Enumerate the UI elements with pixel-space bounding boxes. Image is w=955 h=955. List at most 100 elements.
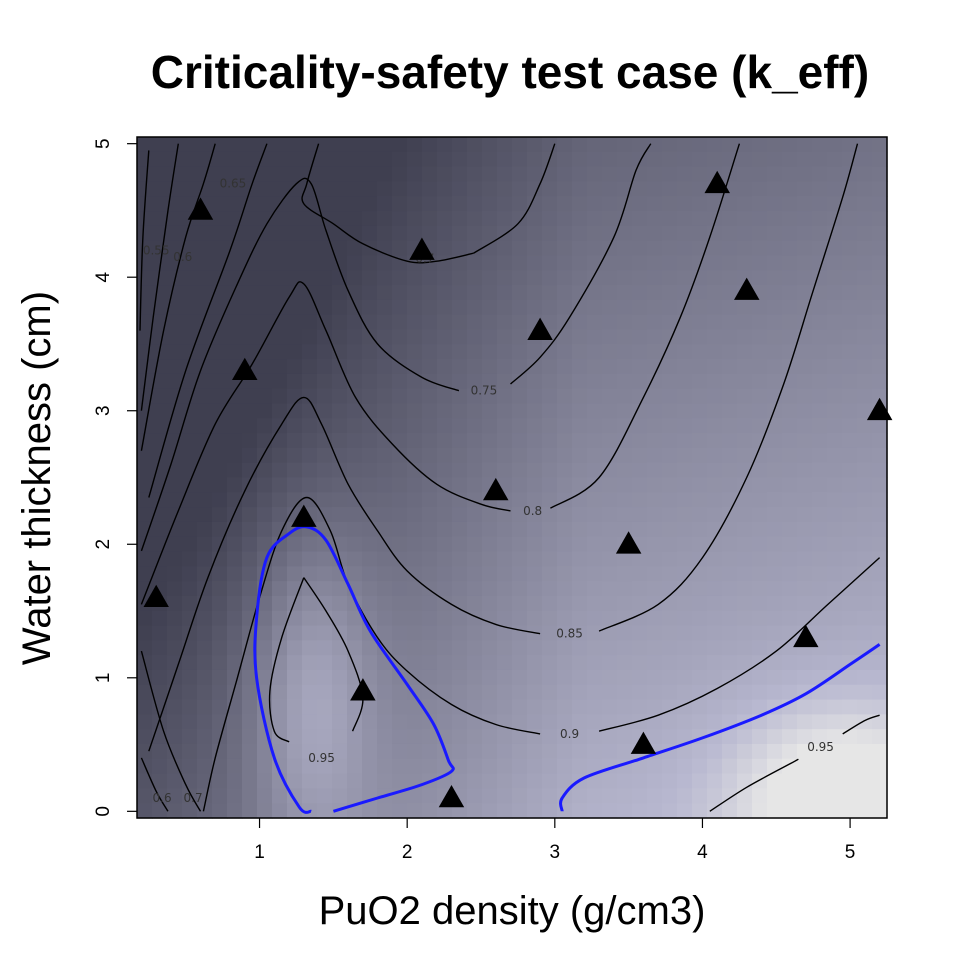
heatmap-cell xyxy=(467,551,483,567)
heatmap-cell xyxy=(677,684,693,701)
heatmap-cell xyxy=(452,225,468,242)
heatmap-cell xyxy=(857,166,873,183)
heatmap-cell xyxy=(812,595,828,612)
heatmap-cell xyxy=(392,151,408,168)
heatmap-cell xyxy=(182,551,198,567)
heatmap-cell xyxy=(752,625,768,641)
heatmap-cell xyxy=(182,403,198,419)
x-tick-label: 2 xyxy=(402,842,413,863)
heatmap-cell xyxy=(422,625,438,641)
heatmap-cell xyxy=(287,640,303,656)
heatmap-cell xyxy=(272,492,288,508)
heatmap-cell xyxy=(767,151,783,168)
heatmap-cell xyxy=(167,329,183,345)
heatmap-cell xyxy=(722,270,738,286)
y-axis-label: Water thickness (cm) xyxy=(15,291,59,665)
heatmap-cell xyxy=(422,196,438,212)
heatmap-cell xyxy=(737,773,753,789)
heatmap-cell xyxy=(182,625,198,641)
heatmap-cell xyxy=(692,743,708,760)
heatmap-cell xyxy=(827,699,843,715)
heatmap-cell xyxy=(452,270,468,286)
heatmap-cell xyxy=(482,240,498,257)
heatmap-cell xyxy=(272,788,288,804)
heatmap-cell xyxy=(737,655,753,671)
heatmap-cell xyxy=(572,240,588,257)
heatmap-cell xyxy=(647,581,663,597)
heatmap-cell xyxy=(482,433,498,449)
heatmap-cell xyxy=(872,773,888,789)
heatmap-cell xyxy=(602,773,618,789)
heatmap-cell xyxy=(482,255,498,271)
heatmap-cell xyxy=(752,255,768,271)
heatmap-cell xyxy=(287,166,303,183)
heatmap-cell xyxy=(377,551,393,567)
heatmap-cell xyxy=(242,447,258,464)
heatmap-cell xyxy=(332,699,348,715)
heatmap-cell xyxy=(392,373,408,390)
heatmap-cell xyxy=(482,211,498,227)
heatmap-cell xyxy=(677,373,693,390)
heatmap-cell xyxy=(782,388,798,405)
heatmap-cell xyxy=(527,196,543,212)
heatmap-cell xyxy=(227,714,243,730)
heatmap-cell xyxy=(377,225,393,242)
heatmap-cell xyxy=(182,595,198,612)
heatmap-cell xyxy=(377,137,393,153)
heatmap-cell xyxy=(857,581,873,597)
heatmap-cell xyxy=(707,225,723,242)
heatmap-cell xyxy=(317,196,333,212)
heatmap-cell xyxy=(167,137,183,153)
heatmap-cell xyxy=(707,137,723,153)
y-tick-label: 1 xyxy=(93,673,114,684)
heatmap-cell xyxy=(422,344,438,360)
heatmap-cell xyxy=(332,240,348,257)
heatmap-cell xyxy=(257,669,273,686)
heatmap-cell xyxy=(767,166,783,183)
heatmap-cell xyxy=(167,743,183,760)
heatmap-cell xyxy=(857,359,873,375)
heatmap-cell xyxy=(812,758,828,775)
heatmap-cell xyxy=(632,329,648,345)
heatmap-cell xyxy=(752,536,768,553)
heatmap-cell xyxy=(707,359,723,375)
heatmap-cell xyxy=(257,625,273,641)
heatmap-cell xyxy=(782,714,798,730)
contour-label: 0.7 xyxy=(184,791,203,805)
heatmap-cell xyxy=(587,507,603,523)
heatmap-cell xyxy=(152,803,168,819)
heatmap-cell xyxy=(662,151,678,168)
heatmap-cell xyxy=(647,669,663,686)
heatmap-cell xyxy=(782,196,798,212)
heatmap-cell xyxy=(857,299,873,316)
heatmap-cell xyxy=(677,788,693,804)
heatmap-cell xyxy=(272,447,288,464)
heatmap-cell xyxy=(812,403,828,419)
heatmap-cell xyxy=(557,773,573,789)
heatmap-cell xyxy=(407,625,423,641)
heatmap-cell xyxy=(797,240,813,257)
heatmap-cell xyxy=(647,447,663,464)
heatmap-cell xyxy=(692,299,708,316)
heatmap-cell xyxy=(707,403,723,419)
heatmap-cell xyxy=(452,166,468,183)
heatmap-cell xyxy=(722,773,738,789)
heatmap-cell xyxy=(362,492,378,508)
heatmap-cell xyxy=(272,166,288,183)
y-tick-label: 4 xyxy=(93,271,114,282)
critical-contour-line xyxy=(559,643,881,812)
heatmap-cell xyxy=(467,566,483,582)
heatmap-cell xyxy=(602,240,618,257)
heatmap-cell xyxy=(797,270,813,286)
heatmap-cell xyxy=(377,447,393,464)
heatmap-cell xyxy=(512,521,528,538)
heatmap-cell xyxy=(452,507,468,523)
heatmap-cell xyxy=(227,536,243,553)
heatmap-cell xyxy=(707,299,723,316)
heatmap-cell xyxy=(227,773,243,789)
heatmap-cell xyxy=(542,521,558,538)
heatmap-cell xyxy=(602,403,618,419)
y-tick-label: 0 xyxy=(93,806,114,817)
heatmap-cell xyxy=(437,299,453,316)
heatmap-cell xyxy=(872,655,888,671)
